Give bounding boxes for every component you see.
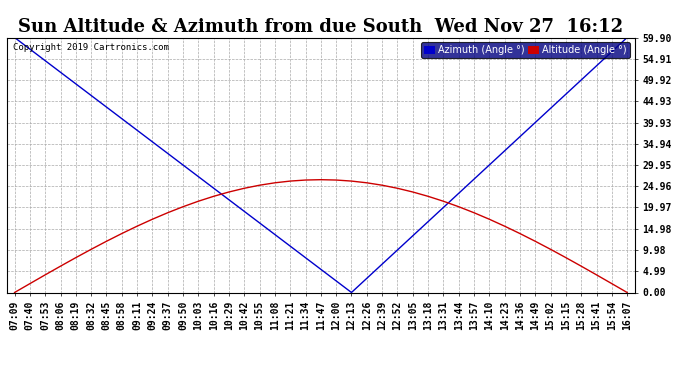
- Text: Copyright 2019 Cartronics.com: Copyright 2019 Cartronics.com: [13, 43, 169, 52]
- Legend: Azimuth (Angle °), Altitude (Angle °): Azimuth (Angle °), Altitude (Angle °): [421, 42, 630, 58]
- Title: Sun Altitude & Azimuth from due South  Wed Nov 27  16:12: Sun Altitude & Azimuth from due South We…: [19, 18, 623, 36]
